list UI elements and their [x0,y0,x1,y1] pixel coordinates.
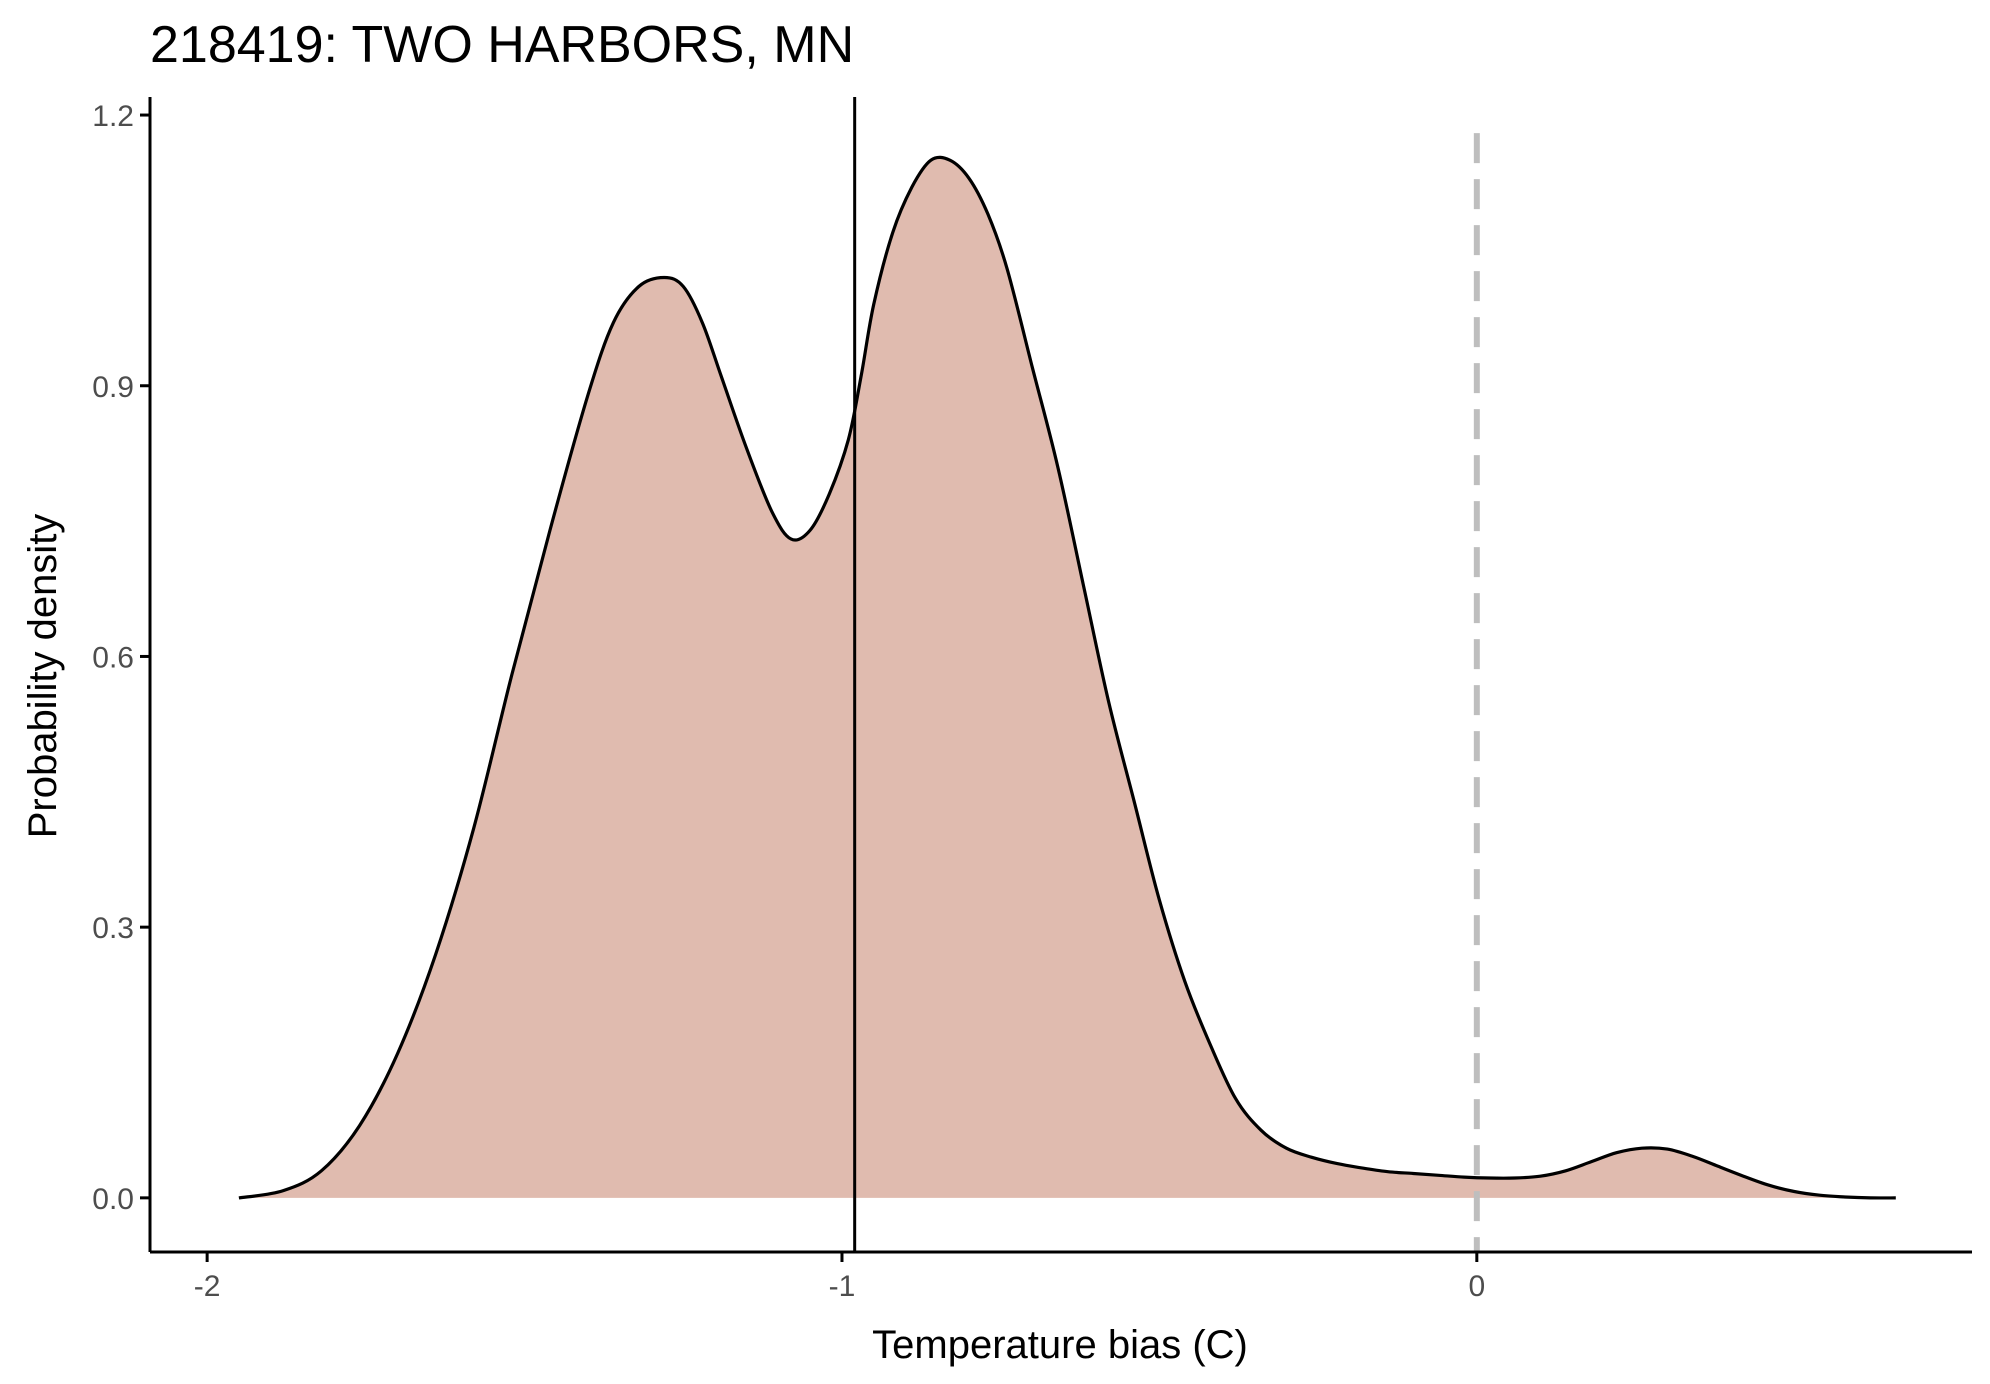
x-tick-label: 0 [1468,1270,1485,1303]
y-tick-label: 0.0 [92,1183,134,1216]
y-tick-label: 0.3 [92,912,134,945]
y-tick-label: 0.6 [92,641,134,674]
x-axis: -2 -1 0 [150,1250,1972,1303]
x-axis-title: Temperature bias (C) [872,1323,1248,1367]
y-tick-label: 0.9 [92,371,134,404]
x-axis-ticks: -2 -1 0 [194,1252,1485,1303]
y-tick-label: 1.2 [92,100,134,133]
density-fill-area [238,157,1896,1198]
plot-area [238,97,1896,1252]
y-axis-ticks: 0.0 0.3 0.6 0.9 1.2 [92,100,150,1216]
density-curve [238,155,1896,1200]
chart-title: 218419: TWO HARBORS, MN [150,16,854,74]
x-tick-label: -2 [194,1270,221,1303]
y-axis: 0.0 0.3 0.6 0.9 1.2 [92,97,152,1252]
reference-lines [853,97,1480,1252]
y-axis-title: Probability density [21,514,65,839]
x-tick-label: -1 [829,1270,856,1303]
